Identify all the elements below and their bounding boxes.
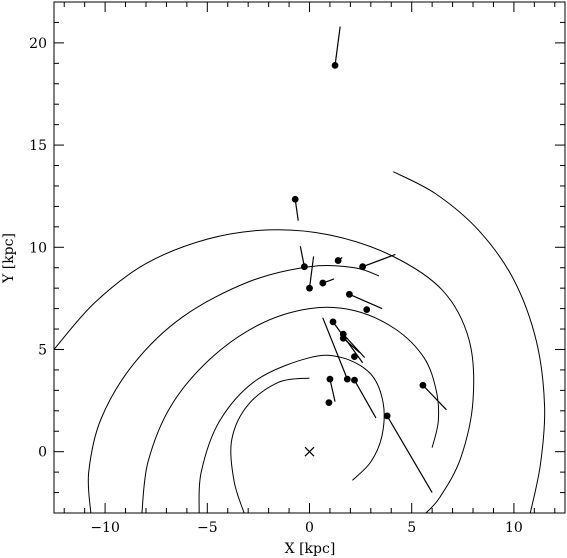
- velocity-vectors: [294, 26, 447, 493]
- y-axis-title: Y [kpc]: [1, 233, 17, 284]
- velocity-vector: [362, 253, 396, 268]
- sun-marker: [304, 446, 315, 457]
- velocity-vector: [353, 379, 377, 419]
- sun-marker-stroke: [304, 446, 315, 457]
- y-tick-label: 5: [38, 342, 47, 358]
- velocity-vector: [322, 317, 348, 380]
- data-point: [359, 263, 367, 271]
- velocity-vector: [329, 378, 336, 402]
- velocity-vector: [342, 337, 360, 353]
- data-point: [343, 375, 351, 383]
- axis-ticks: −10 −5 0 5 10 0 5 10 15 20: [29, 1, 565, 536]
- data-point: [326, 375, 334, 383]
- data-point: [329, 318, 337, 326]
- spiral-arms: [54, 171, 546, 513]
- spiral-arm-5: [230, 377, 310, 513]
- data-point: [331, 61, 339, 69]
- velocity-vector: [349, 293, 383, 310]
- data-point: [325, 399, 333, 407]
- spiral-arm-6: [393, 171, 546, 513]
- x-tick-label: −10: [90, 520, 120, 536]
- spiral-arm-4: [198, 354, 385, 513]
- velocity-vector: [334, 26, 341, 66]
- data-point: [351, 353, 358, 361]
- data-point: [419, 381, 427, 389]
- x-tick-label: 10: [505, 520, 523, 536]
- spiral-arm-1: [54, 229, 475, 513]
- x-tick-label: −5: [197, 520, 218, 536]
- x-tick-label: 0: [305, 520, 314, 536]
- y-tick-label: 10: [29, 240, 47, 256]
- x-axis-title: X [kpc]: [285, 541, 336, 557]
- velocity-vector: [294, 199, 299, 221]
- data-point: [345, 290, 353, 298]
- velocity-vector: [342, 333, 366, 359]
- velocity-vector: [386, 415, 433, 493]
- data-points: [291, 61, 427, 420]
- y-tick-label: 0: [38, 445, 47, 461]
- velocity-vector: [299, 246, 305, 267]
- spiral-arm-2: [87, 265, 380, 513]
- data-point: [306, 284, 313, 292]
- data-point: [351, 376, 358, 384]
- data-point: [291, 195, 299, 203]
- data-point: [383, 412, 391, 420]
- y-tick-label: 15: [29, 138, 47, 154]
- spiral-arm-3: [141, 306, 440, 513]
- data-point: [339, 334, 347, 342]
- x-tick-label: 5: [407, 520, 416, 536]
- data-point: [319, 279, 327, 287]
- velocity-vector: [308, 256, 315, 289]
- velocity-vector: [422, 384, 447, 411]
- data-point: [363, 306, 371, 314]
- y-tick-label: 20: [29, 36, 47, 52]
- data-point: [334, 257, 342, 264]
- data-point: [300, 263, 308, 271]
